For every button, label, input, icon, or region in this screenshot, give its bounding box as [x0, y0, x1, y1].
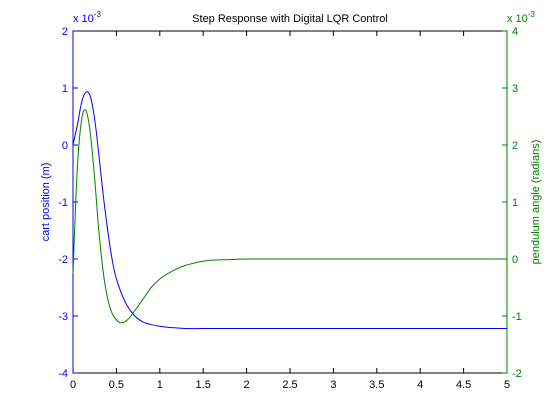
x-tick-label: 5 [504, 379, 510, 391]
left-y-tick-label: -1 [58, 197, 68, 209]
left-y-tick-label: -2 [58, 254, 68, 266]
left-y-tick-label: -4 [58, 368, 68, 380]
left-y-tick-label: 2 [62, 26, 68, 38]
right-y-tick-label: 3 [512, 83, 518, 95]
x-axis: 0 0.5 1 1.5 2 2.5 3 3.5 4 4.5 5 [70, 31, 510, 391]
left-y-multiplier-base: x 10 [73, 13, 94, 25]
chart-title: Step Response with Digital LQR Control [192, 13, 388, 25]
cart-position-line [72, 91, 507, 330]
plot-area [72, 30, 508, 374]
right-y-tick-label: -1 [512, 311, 522, 323]
x-tick-label: 2 [244, 379, 250, 391]
x-tick-label: 4 [417, 379, 423, 391]
left-y-axis: -4 -3 -2 -1 0 1 2 [58, 26, 78, 380]
right-y-tick-label: 0 [512, 254, 518, 266]
x-tick-label: 3.5 [369, 379, 384, 391]
left-y-axis-label: cart position (m) [40, 163, 52, 242]
right-y-axis-label: pendulum angle (radians) [530, 140, 542, 265]
right-y-multiplier: x 10-3 [507, 10, 535, 25]
left-y-tick-label: 1 [62, 83, 68, 95]
left-y-tick-label: 0 [62, 140, 68, 152]
left-y-multiplier: x 10-3 [73, 10, 101, 25]
right-y-multiplier-base: x 10 [507, 13, 528, 25]
series-layer [72, 91, 507, 330]
x-tick-label: 0.5 [109, 379, 124, 391]
left-y-multiplier-exponent: -3 [94, 10, 102, 19]
x-tick-label: 4.5 [456, 379, 471, 391]
pendulum-angle-line [72, 109, 507, 324]
x-tick-label: 1 [157, 379, 163, 391]
x-tick-label: 1.5 [196, 379, 211, 391]
x-tick-label: 2.5 [282, 379, 297, 391]
right-y-multiplier-exponent: -3 [528, 10, 536, 19]
right-y-tick-label: 1 [512, 197, 518, 209]
right-y-tick-label: 2 [512, 140, 518, 152]
left-y-tick-label: -3 [58, 311, 68, 323]
x-tick-label: 0 [70, 379, 76, 391]
x-tick-label: 3 [330, 379, 336, 391]
right-y-tick-label: -2 [512, 368, 522, 380]
right-y-axis: -2 -1 0 1 2 3 4 [502, 26, 522, 380]
right-y-tick-label: 4 [512, 26, 518, 38]
